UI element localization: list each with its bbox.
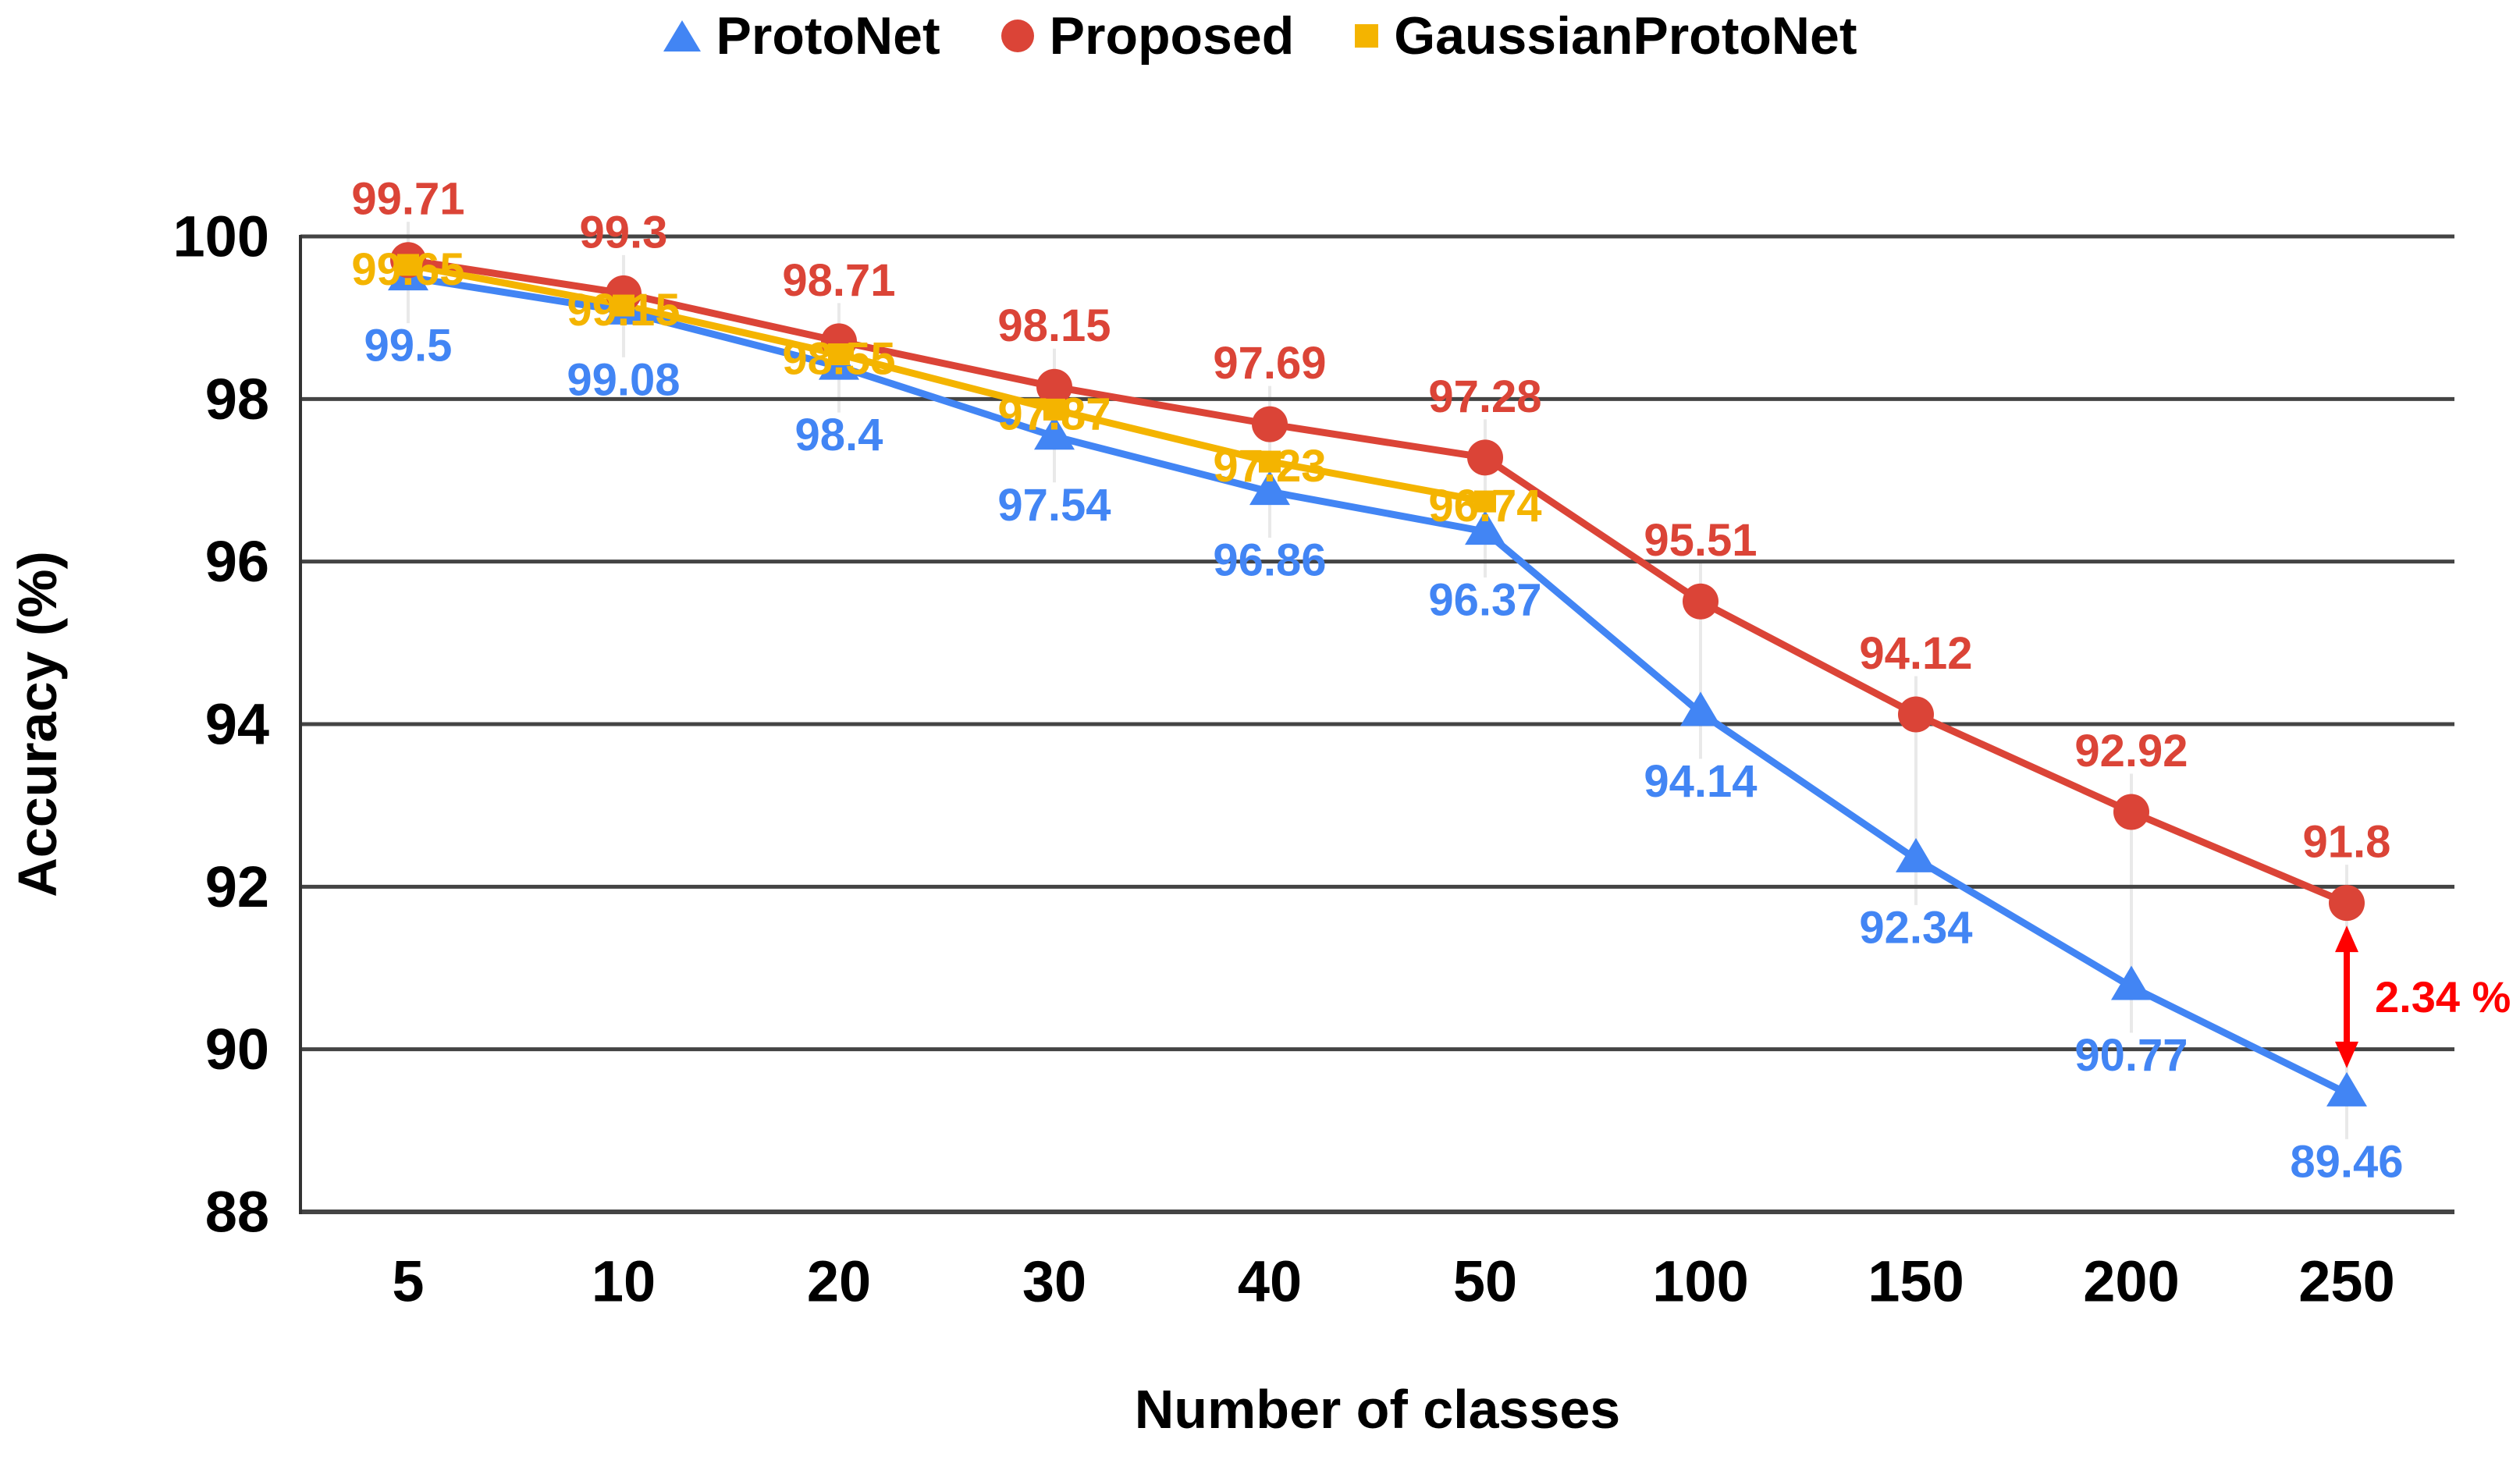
- data-label-proposed-5: 99.71: [351, 174, 464, 225]
- data-label-protonet-250: 89.46: [2290, 1136, 2403, 1187]
- series-lines: [404, 256, 2351, 1097]
- data-label-protonet-10: 99.08: [567, 354, 680, 405]
- marker-gaussianprotonet-30: [1043, 398, 1065, 421]
- x-tick-5: 5: [392, 1249, 424, 1314]
- x-tick-150: 150: [1868, 1249, 1964, 1314]
- marker-gaussianprotonet-20: [828, 343, 850, 366]
- marker-protonet-150: [1896, 837, 1936, 872]
- y-tick-92: 92: [205, 854, 269, 919]
- data-label-gaussianprotonet-40: 97.23: [1213, 441, 1326, 492]
- triangle-marker-icon: [663, 20, 701, 52]
- square-marker-icon: [1355, 24, 1379, 48]
- gridlines: [300, 234, 2454, 1214]
- series-line-gaussianprotonet: [404, 261, 1489, 506]
- data-label-gaussianprotonet-30: 97.87: [997, 389, 1111, 439]
- legend-item-protonet: ProtoNet: [663, 9, 940, 62]
- x-tick-250: 250: [2298, 1249, 2394, 1314]
- label-leader-lines: [407, 222, 2348, 1139]
- marker-protonet-250: [2326, 1071, 2367, 1107]
- difference-arrow-annotation: 2.34 %: [2335, 925, 2511, 1068]
- marker-proposed-40: [1252, 406, 1288, 442]
- series-line-protonet: [404, 273, 2351, 1097]
- data-label-protonet-30: 97.54: [997, 480, 1111, 531]
- data-label-protonet-200: 90.77: [2074, 1030, 2188, 1081]
- y-tick-94: 94: [205, 692, 269, 757]
- data-label-proposed-250: 91.8: [2303, 817, 2391, 868]
- x-tick-20: 20: [807, 1249, 871, 1314]
- x-axis-title: Number of classes: [1135, 1379, 1620, 1440]
- legend-label: GaussianProtoNet: [1394, 6, 1857, 66]
- data-label-gaussianprotonet-5: 99.65: [351, 244, 464, 295]
- data-label-proposed-40: 97.69: [1213, 338, 1326, 389]
- data-label-protonet-50: 96.37: [1428, 575, 1541, 626]
- arrow-head-down: [2335, 1041, 2358, 1068]
- marker-protonet-30: [1034, 415, 1075, 450]
- marker-gaussianprotonet-5: [397, 254, 419, 276]
- y-tick-90: 90: [205, 1017, 269, 1082]
- data-label-protonet-5: 99.5: [364, 321, 453, 371]
- marker-proposed-100: [1683, 583, 1719, 620]
- x-tick-50: 50: [1453, 1249, 1517, 1314]
- y-tick-96: 96: [205, 529, 269, 594]
- series-markers: [388, 242, 2367, 1107]
- marker-gaussianprotonet-10: [613, 294, 634, 317]
- data-label-proposed-100: 95.51: [1644, 515, 1757, 566]
- marker-protonet-50: [1465, 510, 1505, 545]
- chart-legend: ProtoNet Proposed GaussianProtoNet: [0, 9, 2520, 62]
- marker-proposed-50: [1467, 439, 1503, 476]
- data-label-protonet-150: 92.34: [1859, 902, 1972, 953]
- marker-proposed-150: [1898, 696, 1934, 733]
- y-tick-98: 98: [205, 367, 269, 432]
- data-label-proposed-50: 97.28: [1428, 371, 1541, 422]
- data-label-gaussianprotonet-20: 98.55: [782, 334, 895, 385]
- circle-marker-icon: [1001, 20, 1034, 52]
- data-label-proposed-150: 94.12: [1859, 628, 1972, 679]
- marker-protonet-100: [1680, 691, 1721, 726]
- data-label-proposed-30: 98.15: [997, 300, 1111, 351]
- data-label-proposed-20: 98.71: [782, 255, 895, 306]
- marker-gaussianprotonet-40: [1259, 450, 1281, 473]
- y-tick-100: 100: [173, 204, 269, 269]
- data-label-proposed-200: 92.92: [2074, 726, 2188, 776]
- marker-gaussianprotonet-50: [1474, 490, 1496, 513]
- y-tick-88: 88: [205, 1180, 269, 1245]
- data-label-protonet-20: 98.4: [795, 410, 883, 460]
- data-label-proposed-10: 99.3: [580, 207, 668, 258]
- x-tick-100: 100: [1652, 1249, 1748, 1314]
- data-label-gaussianprotonet-50: 96.74: [1428, 481, 1541, 531]
- marker-proposed-200: [2113, 794, 2149, 830]
- marker-protonet-40: [1249, 471, 1290, 506]
- x-tick-40: 40: [1238, 1249, 1302, 1314]
- y-axis-title: Accuracy (%): [7, 551, 68, 897]
- x-tick-10: 10: [592, 1249, 656, 1314]
- marker-proposed-30: [1036, 368, 1072, 405]
- x-tick-30: 30: [1022, 1249, 1086, 1314]
- marker-proposed-250: [2329, 885, 2365, 922]
- legend-label: Proposed: [1049, 6, 1295, 66]
- data-label-protonet-100: 94.14: [1644, 756, 1757, 807]
- data-label-gaussianprotonet-10: 99.15: [567, 285, 680, 336]
- legend-item-gaussianprotonet: GaussianProtoNet: [1355, 9, 1857, 62]
- tick-labels: 88 90 92 94 96 98 100 5 10 20 30 40 50 100 150 200 250: [173, 204, 2395, 1314]
- arrow-head-up: [2335, 925, 2358, 953]
- data-labels: 99.5 99.08 98.4 97.54 96.86 96.37 94.14 92.34 90…: [351, 174, 2403, 1188]
- data-label-protonet-40: 96.86: [1213, 535, 1326, 586]
- series-line-proposed: [404, 256, 2351, 907]
- legend-item-proposed: Proposed: [1001, 6, 1295, 66]
- x-tick-200: 200: [2083, 1249, 2179, 1314]
- marker-protonet-200: [2111, 965, 2152, 1000]
- difference-label: 2.34 %: [2375, 972, 2511, 1021]
- legend-label: ProtoNet: [716, 6, 940, 66]
